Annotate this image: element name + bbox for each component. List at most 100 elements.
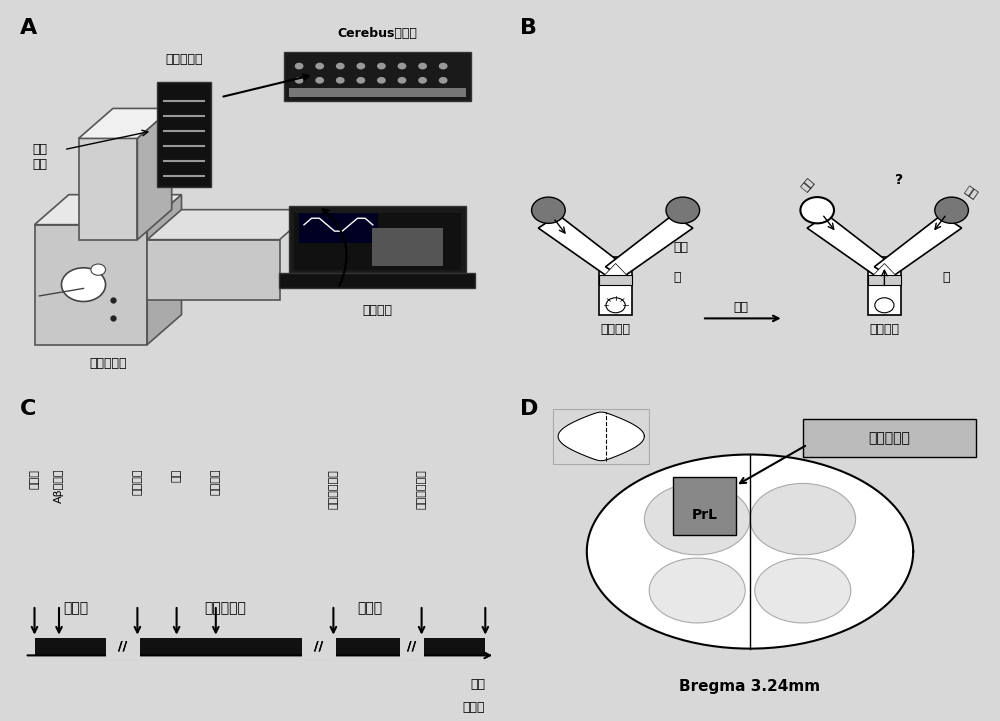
Text: 门: 门 bbox=[942, 270, 950, 283]
Polygon shape bbox=[147, 195, 182, 345]
Polygon shape bbox=[871, 263, 898, 278]
Text: //: // bbox=[118, 640, 127, 653]
Bar bbox=[302, 633, 336, 660]
Text: 门: 门 bbox=[673, 270, 681, 283]
Circle shape bbox=[418, 77, 427, 84]
Polygon shape bbox=[79, 138, 137, 239]
Text: 慢性植入手术: 慢性植入手术 bbox=[328, 469, 338, 508]
Circle shape bbox=[377, 77, 386, 84]
Circle shape bbox=[336, 63, 345, 69]
Bar bbox=[400, 633, 424, 660]
Bar bbox=[599, 275, 632, 285]
Bar bbox=[299, 213, 378, 244]
Text: B: B bbox=[520, 19, 537, 38]
Text: //: // bbox=[118, 640, 127, 653]
Text: 自由选择: 自由选择 bbox=[601, 323, 631, 336]
Text: ?: ? bbox=[895, 173, 903, 187]
Text: 正确: 正确 bbox=[963, 185, 979, 201]
Text: //: // bbox=[314, 640, 323, 653]
Circle shape bbox=[875, 298, 894, 313]
Circle shape bbox=[935, 197, 968, 224]
Circle shape bbox=[61, 267, 106, 301]
Circle shape bbox=[800, 197, 834, 224]
Circle shape bbox=[398, 63, 406, 69]
Text: Cerebus记录仪: Cerebus记录仪 bbox=[338, 27, 417, 40]
Circle shape bbox=[356, 63, 365, 69]
Bar bbox=[289, 88, 466, 97]
Circle shape bbox=[336, 77, 345, 84]
Bar bbox=[553, 409, 649, 464]
Text: 恢复期: 恢复期 bbox=[64, 601, 89, 615]
Polygon shape bbox=[602, 263, 629, 278]
Text: 数据分析: 数据分析 bbox=[362, 304, 392, 317]
Bar bbox=[673, 477, 736, 535]
Circle shape bbox=[356, 77, 365, 84]
Bar bbox=[137, 637, 304, 655]
Circle shape bbox=[91, 264, 106, 275]
Text: //: // bbox=[314, 640, 323, 653]
Text: （天）: （天） bbox=[463, 701, 485, 714]
Circle shape bbox=[439, 77, 448, 84]
Circle shape bbox=[606, 298, 625, 313]
Text: C: C bbox=[20, 399, 36, 419]
Text: 时间: 时间 bbox=[470, 678, 485, 691]
Polygon shape bbox=[606, 215, 693, 278]
Polygon shape bbox=[137, 108, 172, 239]
Circle shape bbox=[649, 558, 745, 623]
Text: Bregma 3.24mm: Bregma 3.24mm bbox=[679, 679, 821, 694]
Circle shape bbox=[398, 77, 406, 84]
Text: 行为学训练: 行为学训练 bbox=[205, 601, 247, 615]
Text: 神经
信息: 神经 信息 bbox=[32, 143, 47, 171]
Text: 前置放大器: 前置放大器 bbox=[165, 53, 203, 66]
Bar bbox=[106, 633, 140, 660]
Text: 控食: 控食 bbox=[172, 469, 182, 482]
Text: 红外探测器: 红外探测器 bbox=[89, 357, 127, 370]
Polygon shape bbox=[34, 195, 182, 225]
Polygon shape bbox=[558, 412, 644, 461]
Circle shape bbox=[666, 197, 700, 224]
Bar bbox=[294, 213, 461, 270]
Text: A: A bbox=[20, 19, 37, 38]
Text: 前额叶皮层: 前额叶皮层 bbox=[868, 431, 910, 445]
Circle shape bbox=[644, 483, 750, 555]
Bar bbox=[34, 637, 108, 655]
Text: 开始记录数据: 开始记录数据 bbox=[417, 469, 427, 508]
Text: 错误: 错误 bbox=[800, 177, 816, 193]
Bar bbox=[157, 82, 211, 187]
Bar bbox=[422, 637, 485, 655]
Circle shape bbox=[532, 197, 565, 224]
Text: Aβ注射组: Aβ注射组 bbox=[54, 469, 64, 503]
Circle shape bbox=[295, 63, 304, 69]
Polygon shape bbox=[147, 210, 314, 239]
Circle shape bbox=[439, 63, 448, 69]
Circle shape bbox=[750, 483, 856, 555]
Circle shape bbox=[315, 63, 324, 69]
Bar bbox=[333, 637, 402, 655]
Polygon shape bbox=[868, 257, 901, 314]
Text: 开始适应: 开始适应 bbox=[132, 469, 142, 495]
Text: PrL: PrL bbox=[691, 508, 717, 522]
Text: 逑管适用: 逑管适用 bbox=[211, 469, 221, 495]
FancyBboxPatch shape bbox=[803, 418, 976, 457]
Text: 延迟: 延迟 bbox=[733, 301, 748, 314]
Text: 恢复期: 恢复期 bbox=[358, 601, 383, 615]
Bar bbox=[372, 229, 443, 266]
Polygon shape bbox=[599, 257, 632, 314]
Bar bbox=[289, 206, 466, 273]
Text: 红外: 红外 bbox=[673, 241, 688, 254]
Circle shape bbox=[295, 77, 304, 84]
Text: //: // bbox=[407, 640, 416, 653]
Polygon shape bbox=[807, 215, 894, 278]
Text: 交替选择: 交替选择 bbox=[869, 323, 899, 336]
Text: D: D bbox=[520, 399, 538, 419]
Circle shape bbox=[377, 63, 386, 69]
Polygon shape bbox=[587, 454, 913, 649]
Polygon shape bbox=[34, 225, 147, 345]
Polygon shape bbox=[874, 215, 962, 278]
Bar bbox=[868, 275, 901, 285]
Polygon shape bbox=[538, 215, 626, 278]
Bar bbox=[284, 52, 471, 101]
Text: //: // bbox=[407, 640, 416, 653]
Polygon shape bbox=[79, 108, 172, 138]
Text: 正常组: 正常组 bbox=[30, 469, 40, 489]
